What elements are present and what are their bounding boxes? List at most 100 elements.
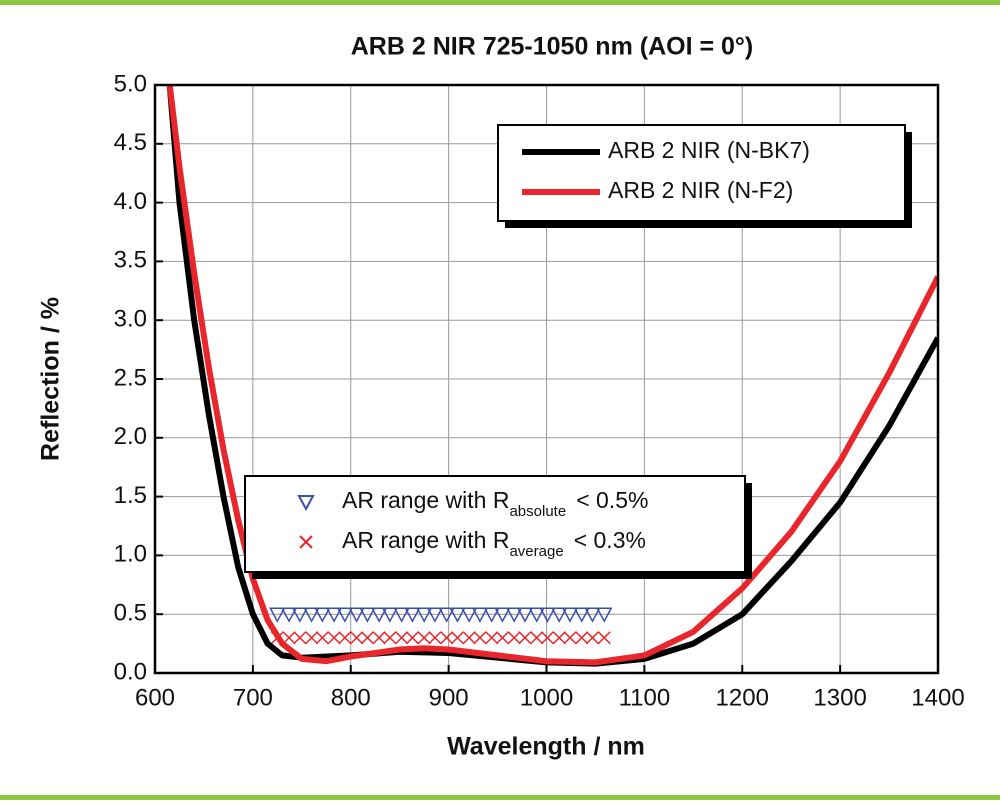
triangle-marker (415, 607, 433, 623)
y-tick-label: 5.0 (114, 70, 147, 97)
cross-marker (315, 631, 329, 645)
triangle-marker (516, 607, 534, 623)
cross-marker (440, 631, 454, 645)
cross-marker (530, 631, 544, 645)
y-tick-label: 2.0 (114, 423, 147, 450)
legend-label-main: AR range with R (342, 527, 509, 553)
triangle-marker (336, 607, 354, 623)
triangle-marker (370, 607, 388, 623)
x-axis-label: Wavelength / nm (447, 733, 645, 761)
triangle-marker (269, 607, 286, 623)
triangle-marker (404, 607, 421, 623)
y-tick-label: 0.0 (114, 658, 147, 685)
triangle-marker (426, 607, 444, 623)
x-tick-label: 800 (331, 684, 371, 711)
cross-marker (518, 631, 532, 645)
triangle-marker (381, 607, 399, 623)
legend-label: AR range with Rabsolute < 0.5% (342, 487, 648, 520)
x-tick-label: 600 (135, 684, 175, 711)
cross-marker (360, 631, 374, 645)
cross-marker (338, 631, 352, 645)
x-tick-label: 1200 (716, 684, 769, 711)
cross-marker (563, 631, 577, 645)
legend-label-suffix: < 0.5% (576, 487, 648, 513)
legend (497, 124, 906, 222)
cross-marker (305, 631, 319, 645)
legend-label-subscript: absolute (509, 503, 566, 520)
triangle-marker (494, 607, 511, 623)
legend-label: ARB 2 NIR (N-F2) (608, 177, 793, 203)
legend-label: AR range with Raverage < 0.3% (342, 527, 646, 560)
triangle-marker (528, 607, 545, 623)
plot-frame (153, 83, 940, 675)
cross-marker (540, 631, 555, 645)
cross-marker (507, 631, 521, 645)
legend-label-main: AR range with R (342, 487, 509, 513)
x-tick-label: 700 (233, 684, 273, 711)
cross-marker (395, 631, 409, 645)
triangle-marker (325, 607, 343, 623)
top-border (0, 0, 1000, 5)
legend (244, 475, 746, 573)
y-tick-label: 3.5 (114, 247, 147, 274)
cross-marker (450, 631, 464, 645)
cross-marker (485, 631, 499, 645)
triangle-marker (449, 607, 466, 623)
cross-marker (417, 631, 431, 645)
cross-marker (462, 631, 476, 645)
cross-marker (597, 631, 611, 645)
bottom-border (0, 795, 1000, 800)
cross-marker (372, 631, 386, 645)
legend-swatch (299, 535, 313, 549)
y-tick-label: 4.0 (114, 188, 147, 215)
triangle-marker (584, 607, 601, 623)
y-tick-label: 2.5 (114, 364, 147, 391)
cross-marker (293, 631, 307, 645)
triangle-marker (595, 607, 613, 623)
y-tick-label: 4.5 (114, 129, 147, 156)
triangle-marker (438, 607, 455, 623)
cross-marker (575, 631, 589, 645)
triangle-marker (359, 607, 376, 623)
cross-marker (282, 631, 296, 645)
x-tick-label: 1100 (619, 684, 671, 711)
cross-marker (383, 631, 397, 645)
triangle-marker (550, 607, 568, 623)
x-tick-label: 1400 (911, 684, 964, 711)
triangle-marker (573, 607, 590, 623)
legend-swatch (297, 495, 315, 512)
cross-marker (350, 631, 364, 645)
x-tick-label: 900 (429, 684, 469, 711)
cross-marker (428, 631, 442, 645)
triangle-marker (539, 607, 556, 623)
triangle-marker (561, 607, 579, 623)
x-tick-label: 1000 (520, 684, 573, 711)
triangle-marker (483, 607, 500, 623)
x-tick-label: 1300 (813, 684, 866, 711)
y-tick-label: 1.5 (114, 482, 147, 509)
legend-label-suffix: < 0.3% (574, 527, 646, 553)
triangle-marker (348, 607, 365, 623)
y-tick-label: 0.5 (114, 600, 147, 627)
triangle-marker (471, 607, 489, 623)
cross-marker (585, 631, 600, 645)
triangle-marker (505, 607, 523, 623)
legend-label-subscript: average (509, 543, 563, 560)
line-series (166, 85, 938, 666)
triangle-marker (280, 607, 298, 623)
triangle-marker (460, 607, 478, 623)
triangle-marker (393, 607, 410, 623)
chart-title: ARB 2 NIR 725-1050 nm (AOI = 0°) (351, 33, 754, 61)
y-tick-label: 3.0 (114, 306, 147, 333)
cross-marker (495, 631, 509, 645)
cross-marker (473, 631, 487, 645)
legend-label: ARB 2 NIR (N-BK7) (608, 137, 810, 163)
cross-marker (405, 631, 419, 645)
y-tick-label: 1.0 (114, 541, 147, 568)
plot-area (166, 85, 938, 667)
triangle-marker (314, 607, 331, 623)
triangle-marker (291, 607, 309, 623)
cross-marker (552, 631, 566, 645)
